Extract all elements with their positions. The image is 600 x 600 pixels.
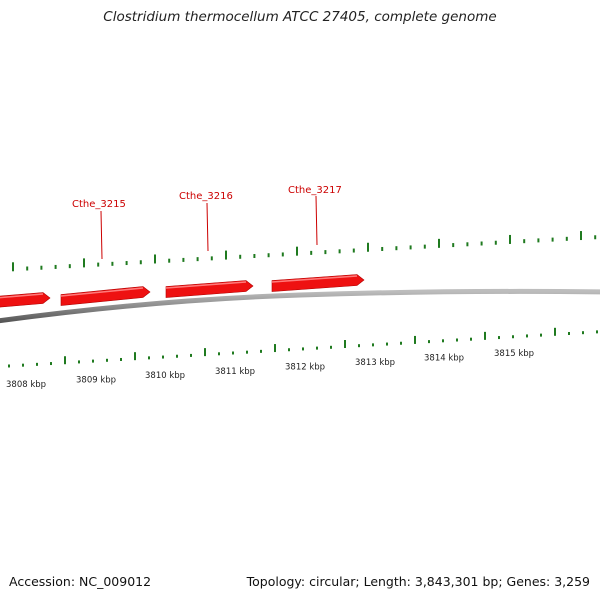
scale-label: 3814 kbp bbox=[424, 354, 464, 364]
gene-label-leader bbox=[206, 202, 209, 252]
topology-summary: Topology: circular; Length: 3,843,301 bp… bbox=[246, 574, 590, 589]
outer-tick-track bbox=[12, 231, 597, 272]
gene-arrow-highlight bbox=[271, 275, 358, 283]
accession-text: Accession: NC_009012 bbox=[9, 574, 152, 589]
gene-arrow-cthe-3215[interactable] bbox=[60, 286, 151, 306]
gene-arrow-cthe-3217[interactable] bbox=[271, 274, 365, 292]
gene-label-leader bbox=[100, 210, 103, 260]
gene-arrow-highlight bbox=[0, 293, 44, 299]
gene-track: Cthe_3215 Cthe_3216 Cthe_3217 bbox=[0, 185, 365, 308]
scale-label-track: 3808 kbp 3809 kbp 3810 kbp 3811 kbp 3812 kbp… bbox=[6, 349, 534, 390]
gene-label-leader bbox=[315, 195, 318, 246]
gene-label-cthe-3217[interactable]: Cthe_3217 bbox=[288, 185, 342, 196]
scale-label: 3812 kbp bbox=[285, 362, 325, 372]
scale-label: 3813 kbp bbox=[355, 358, 395, 368]
scale-label: 3811 kbp bbox=[215, 367, 255, 377]
inner-tick-track bbox=[8, 327, 598, 368]
genome-backbone bbox=[0, 288, 600, 324]
gene-arrow-highlight bbox=[60, 287, 144, 297]
map-title: Clostridium thermocellum ATCC 27405, com… bbox=[103, 9, 497, 25]
scale-label: 3808 kbp bbox=[6, 380, 46, 390]
gene-arrow-cthe-3216[interactable] bbox=[165, 280, 254, 298]
gene-arrow-highlight bbox=[165, 281, 247, 289]
gene-label-cthe-3215[interactable]: Cthe_3215 bbox=[72, 199, 126, 210]
scale-label: 3815 kbp bbox=[494, 349, 534, 359]
scale-label: 3809 kbp bbox=[76, 376, 116, 386]
gene-label-cthe-3216[interactable]: Cthe_3216 bbox=[179, 191, 233, 202]
scale-label: 3810 kbp bbox=[145, 371, 185, 381]
